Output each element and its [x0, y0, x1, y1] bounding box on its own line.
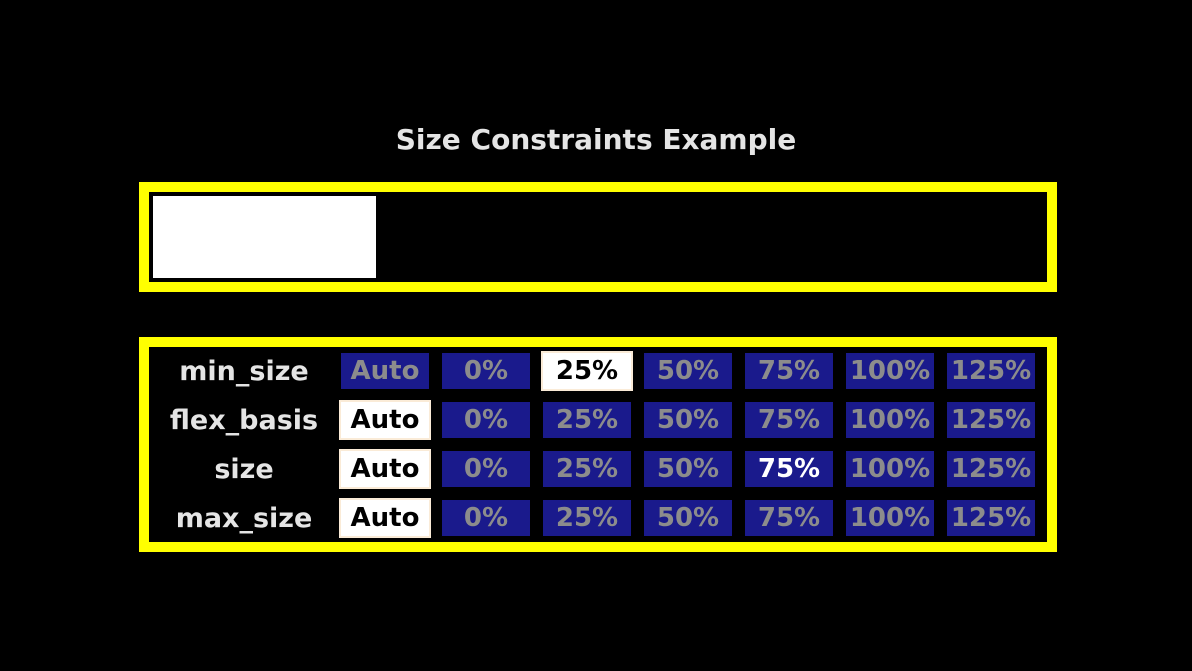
constraint-row-max-size: max_size Auto 0% 25% 50% 75% 100% 125% [149, 498, 1047, 538]
constraint-row-flex-basis: flex_basis Auto 0% 25% 50% 75% 100% 125% [149, 400, 1047, 440]
flex-basis-50pct-button[interactable]: 50% [642, 400, 734, 440]
size-bar-panel [139, 182, 1057, 292]
min-size-25pct-button[interactable]: 25% [541, 351, 633, 391]
row-label-flex-basis: flex_basis [169, 404, 319, 436]
constraint-row-size: size Auto 0% 25% 50% 75% 100% 125% [149, 449, 1047, 489]
min-size-50pct-button[interactable]: 50% [642, 351, 734, 391]
row-label-min-size: min_size [179, 355, 309, 387]
size-auto-button[interactable]: Auto [339, 449, 431, 489]
size-75pct-button[interactable]: 75% [743, 449, 835, 489]
max-size-auto-button[interactable]: Auto [339, 498, 431, 538]
flex-basis-100pct-button[interactable]: 100% [844, 400, 936, 440]
min-size-auto-button[interactable]: Auto [339, 351, 431, 391]
size-0pct-button[interactable]: 0% [440, 449, 532, 489]
min-size-125pct-button[interactable]: 125% [945, 351, 1037, 391]
constraints-rows: min_size Auto 0% 25% 50% 75% 100% 125% flex_basi… [149, 347, 1047, 542]
row-label-max-size: max_size [175, 502, 313, 534]
row-label-size: size [214, 453, 274, 485]
max-size-125pct-button[interactable]: 125% [945, 498, 1037, 538]
flex-basis-0pct-button[interactable]: 0% [440, 400, 532, 440]
flex-basis-auto-button[interactable]: Auto [339, 400, 431, 440]
flex-basis-25pct-button[interactable]: 25% [541, 400, 633, 440]
row-buttons-max-size: Auto 0% 25% 50% 75% 100% 125% [339, 498, 1047, 538]
max-size-50pct-button[interactable]: 50% [642, 498, 734, 538]
flex-basis-75pct-button[interactable]: 75% [743, 400, 835, 440]
min-size-0pct-button[interactable]: 0% [440, 351, 532, 391]
min-size-75pct-button[interactable]: 75% [743, 351, 835, 391]
constraint-row-min-size: min_size Auto 0% 25% 50% 75% 100% 125% [149, 351, 1047, 391]
constraints-panel: min_size Auto 0% 25% 50% 75% 100% 125% flex_basi… [139, 337, 1057, 552]
row-buttons-size: Auto 0% 25% 50% 75% 100% 125% [339, 449, 1047, 489]
min-size-100pct-button[interactable]: 100% [844, 351, 936, 391]
row-buttons-flex-basis: Auto 0% 25% 50% 75% 100% 125% [339, 400, 1047, 440]
max-size-100pct-button[interactable]: 100% [844, 498, 936, 538]
max-size-75pct-button[interactable]: 75% [743, 498, 835, 538]
max-size-25pct-button[interactable]: 25% [541, 498, 633, 538]
size-25pct-button[interactable]: 25% [541, 449, 633, 489]
size-bar-fill [153, 196, 376, 278]
max-size-0pct-button[interactable]: 0% [440, 498, 532, 538]
size-bar-track [149, 192, 1047, 282]
page-title: Size Constraints Example [395, 123, 797, 156]
size-50pct-button[interactable]: 50% [642, 449, 734, 489]
row-buttons-min-size: Auto 0% 25% 50% 75% 100% 125% [339, 351, 1047, 391]
size-100pct-button[interactable]: 100% [844, 449, 936, 489]
size-125pct-button[interactable]: 125% [945, 449, 1037, 489]
flex-basis-125pct-button[interactable]: 125% [945, 400, 1037, 440]
